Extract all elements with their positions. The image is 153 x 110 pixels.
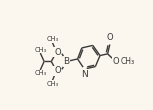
Text: N: N bbox=[81, 70, 88, 79]
Text: O: O bbox=[107, 33, 114, 42]
Text: B: B bbox=[63, 57, 70, 66]
Text: CH₃: CH₃ bbox=[34, 47, 46, 53]
Text: O: O bbox=[112, 57, 119, 66]
Text: O: O bbox=[54, 48, 61, 57]
Text: CH₃: CH₃ bbox=[47, 36, 59, 42]
Text: CH₃: CH₃ bbox=[120, 57, 134, 66]
Text: CH₃: CH₃ bbox=[47, 81, 59, 87]
Text: O: O bbox=[54, 66, 61, 75]
Text: CH₃: CH₃ bbox=[34, 70, 46, 76]
